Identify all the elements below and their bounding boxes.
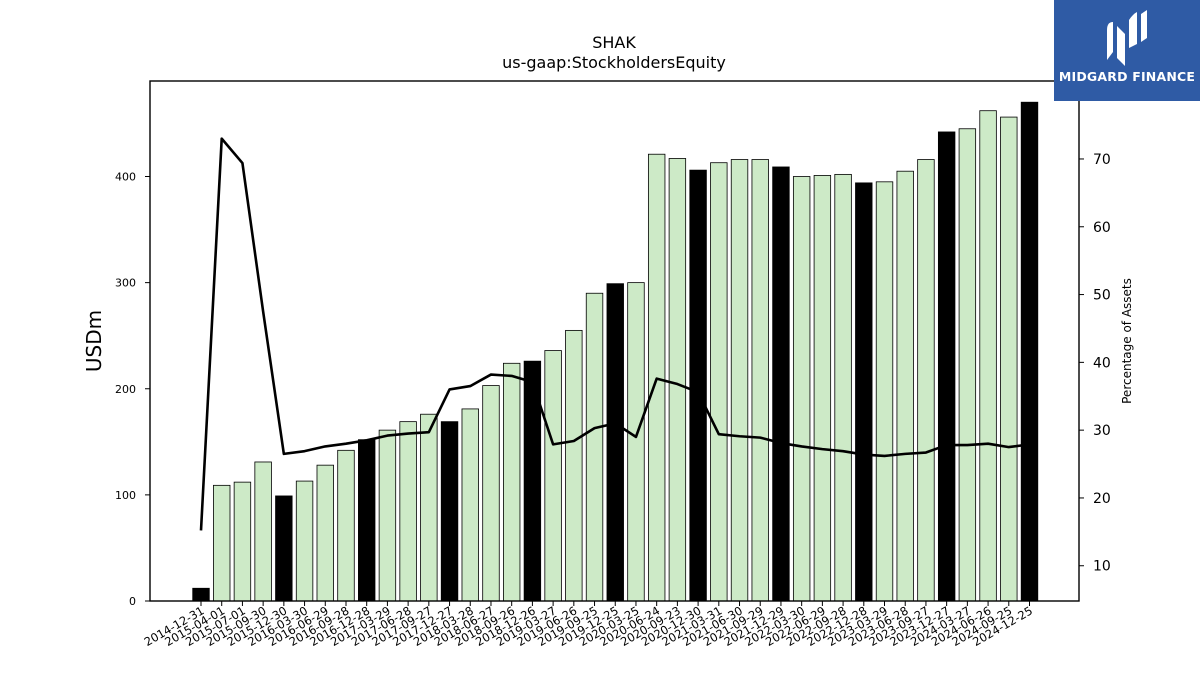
- bar: [378, 429, 397, 602]
- bar: [337, 449, 355, 602]
- bar: [627, 282, 645, 602]
- y2-tick-label: 30: [1093, 423, 1111, 439]
- bar: [1020, 101, 1039, 602]
- bar: [875, 181, 894, 602]
- y2-tick-label: 20: [1093, 491, 1111, 507]
- y2-tick-label: 70: [1093, 152, 1111, 168]
- bar: [565, 329, 583, 602]
- y2-tick-label: 10: [1093, 559, 1111, 575]
- y-tick-label: 200: [115, 383, 136, 396]
- y-tick-label: 0: [129, 595, 136, 608]
- bar: [1000, 116, 1018, 602]
- y-tick-label: 400: [115, 171, 136, 184]
- bar: [213, 484, 231, 602]
- bar: [482, 385, 500, 602]
- y-tick-label: 300: [115, 277, 136, 290]
- bar: [544, 350, 562, 602]
- y-tick-label: 100: [115, 489, 136, 502]
- plot-frame: [149, 80, 1080, 602]
- logo-mark-icon: [1107, 10, 1147, 66]
- chart-title: SHAK: [592, 33, 636, 52]
- y2-tick-label: 40: [1093, 355, 1111, 371]
- y2-tick-label: 60: [1093, 220, 1111, 236]
- bar: [420, 413, 438, 602]
- left-axis-ticks: 0 100 200 300 400: [115, 171, 150, 608]
- bar: [979, 110, 997, 602]
- y-axis-label: USDm: [82, 310, 106, 372]
- bar: [316, 464, 334, 602]
- bar: [440, 421, 459, 602]
- bar: [792, 176, 811, 602]
- bar: [585, 292, 604, 602]
- bar: [958, 128, 977, 602]
- bar: [813, 175, 832, 602]
- bar: [502, 362, 521, 602]
- chart-subtitle: us-gaap:StockholdersEquity: [502, 53, 726, 72]
- bar: [399, 421, 417, 602]
- bar-series: [192, 101, 1039, 602]
- bar: [855, 182, 873, 602]
- percentage-line: [199, 137, 1030, 531]
- bar: [730, 159, 749, 602]
- bar: [834, 173, 852, 602]
- y2-axis-label: Percentage of Assets: [1120, 278, 1134, 404]
- bar: [254, 461, 272, 602]
- bar: [606, 283, 624, 602]
- bar: [772, 166, 790, 602]
- bar: [751, 159, 769, 602]
- bar: [275, 495, 293, 602]
- bar: [689, 169, 707, 602]
- right-axis-ticks: 10 20 30 40 50 60 70: [1079, 152, 1111, 575]
- bar: [192, 587, 210, 602]
- brand-name: MIDGARD FINANCE: [1058, 69, 1196, 84]
- y2-tick-label: 50: [1093, 288, 1111, 304]
- bar: [358, 439, 376, 602]
- bar: [233, 481, 252, 602]
- bar: [917, 159, 935, 602]
- bar: [710, 162, 728, 602]
- bar: [668, 158, 687, 602]
- bar: [937, 131, 956, 602]
- brand-logo: MIDGARD FINANCE: [1054, 0, 1200, 101]
- bar: [295, 480, 314, 602]
- x-axis-ticks: 2014-12-312015-04-012015-07-012015-09-30…: [142, 601, 1035, 649]
- bar: [461, 408, 479, 602]
- bar: [896, 170, 914, 602]
